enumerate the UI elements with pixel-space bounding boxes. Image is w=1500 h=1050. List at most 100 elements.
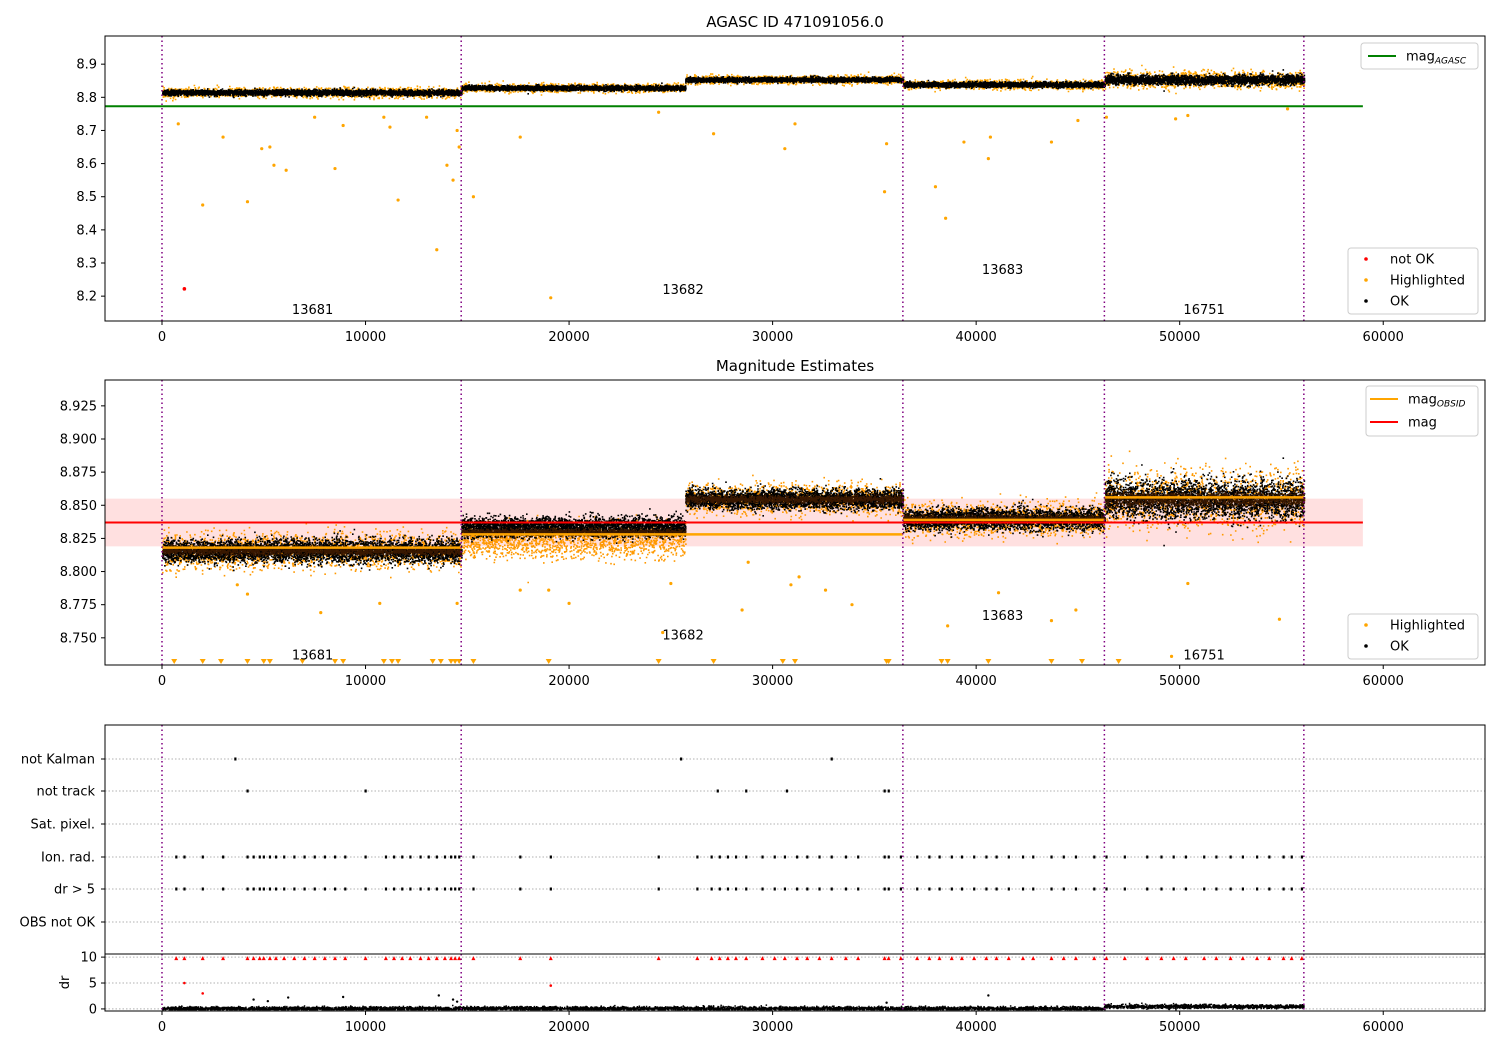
ok-points-core-segment: [685, 491, 905, 509]
highlighted-outlier-point: [661, 630, 665, 635]
flag-event-marker: [1172, 855, 1175, 859]
dr-clipped-marker: [1145, 956, 1150, 961]
flag-event-marker: [960, 887, 964, 891]
dr-clipped-marker: [1202, 956, 1207, 961]
dr-outlier-point: [252, 998, 255, 1001]
dr-clipped-marker: [994, 956, 999, 961]
panel-agasc-magnitude: AGASC ID 471091056.0 13681 13682 13683 16751…: [76, 13, 1486, 345]
highlighted-outlier-point: [1277, 617, 1282, 621]
flag-event-marker: [950, 887, 953, 891]
obsid-label: 13683: [982, 609, 1023, 624]
obsid-label: 13682: [662, 629, 703, 644]
highlighted-outlier-point: [382, 115, 386, 119]
lower-limit-marker: [199, 659, 206, 664]
flag-event-marker: [830, 757, 833, 761]
flag-event-marker: [384, 855, 388, 859]
flag-event-marker: [928, 855, 931, 859]
obsid-label: 13681: [292, 303, 333, 318]
legend-frame: [1347, 247, 1479, 315]
dr-clipped-marker: [322, 956, 327, 961]
dr-clipped-marker: [1289, 956, 1294, 961]
dr-clipped-marker: [795, 956, 800, 961]
flag-event-marker: [1290, 887, 1293, 891]
dr-clipped-marker: [959, 956, 964, 961]
lower-limit-marker: [437, 659, 444, 664]
highlighted-outlier-point: [783, 147, 787, 151]
flag-event-marker: [1203, 887, 1206, 891]
highlighted-outlier-point: [882, 190, 887, 194]
flag-event-marker: [1007, 855, 1010, 859]
dr-clipped-marker: [782, 956, 787, 961]
flag-event-marker: [458, 887, 461, 891]
dr-clipped-marker: [1267, 956, 1272, 961]
dr-outlier-point: [885, 1001, 888, 1004]
dr-clipped-marker: [656, 956, 661, 961]
flag-event-marker: [519, 855, 522, 859]
flag-event-marker: [234, 757, 237, 761]
flag-event-marker: [262, 887, 265, 891]
flag-event-marker: [393, 855, 396, 859]
x-tick-label: 20000: [548, 330, 589, 345]
dr-clipped-marker: [733, 956, 738, 961]
flag-event-marker: [857, 887, 860, 891]
dr-clipped-marker: [426, 956, 431, 961]
flag-event-marker: [1093, 855, 1096, 859]
flag-event-marker: [519, 887, 522, 891]
flag-event-marker: [696, 855, 699, 859]
flag-event-marker: [718, 887, 721, 891]
flag-event-marker: [857, 855, 860, 859]
legend-dot-swatch: [1364, 644, 1368, 648]
flag-event-marker: [1256, 855, 1259, 859]
dr-outlier-point: [987, 994, 990, 997]
highlighted-outlier-point: [445, 163, 449, 167]
flag-event-marker: [1256, 887, 1259, 891]
highlighted-outlier-point: [341, 123, 345, 128]
highlighted-outlier-point: [201, 203, 205, 207]
dr-clipped-marker: [408, 956, 413, 961]
highlighted-outlier-point: [1285, 107, 1290, 111]
dr-clipped-marker: [1228, 956, 1233, 961]
y-tick-label: 8.825: [60, 532, 97, 547]
flag-event-marker: [201, 887, 204, 891]
legend-label: OK: [1390, 640, 1409, 655]
x-tick-label: 50000: [1159, 1020, 1200, 1035]
flag-event-marker: [344, 887, 347, 891]
flag-event-marker: [1021, 887, 1025, 891]
flag-event-marker: [773, 887, 776, 891]
highlighted-outlier-point: [235, 583, 239, 587]
legend-agasc: magAGASC: [1360, 42, 1479, 70]
dr-clipped-marker: [392, 956, 397, 961]
dr-clipped-marker: [343, 956, 348, 961]
ok-points-core-segment: [162, 541, 463, 559]
highlighted-outlier-point: [455, 128, 459, 133]
x-tick-label: 40000: [955, 674, 996, 689]
flag-event-marker: [222, 855, 225, 859]
ok-points-segment: [685, 478, 905, 517]
flag-event-marker: [1007, 887, 1010, 891]
flag-event-marker: [1123, 887, 1126, 891]
dr-outlier-point: [437, 994, 441, 997]
highlighted-outlier-point: [396, 198, 400, 202]
dr-clipped-marker: [174, 956, 179, 961]
dr-clipped-marker: [1214, 956, 1219, 961]
legend-dot-swatch: [1364, 278, 1368, 282]
flag-event-marker: [549, 887, 552, 891]
highlighted-outlier-point: [793, 122, 797, 126]
y-tick-label: 0: [89, 1002, 97, 1017]
lower-limit-marker: [244, 659, 251, 664]
legend-point-status: not OK Highlighted OK: [1347, 247, 1479, 315]
highlighted-outlier-point: [669, 581, 673, 586]
flag-event-marker: [1123, 855, 1126, 859]
lower-limit-marker: [985, 659, 992, 664]
flag-event-marker: [246, 789, 249, 793]
flag-event-marker: [409, 855, 412, 859]
highlighted-outlier-point: [457, 145, 461, 149]
highlighted-outlier-point: [268, 145, 272, 149]
flag-event-marker: [1282, 855, 1285, 859]
highlighted-outlier-point: [988, 135, 992, 139]
legend-label-main: OK: [1390, 295, 1409, 310]
highlighted-points-segment: [1104, 450, 1306, 544]
obsid-label: 13682: [662, 283, 703, 298]
flag-event-marker: [938, 855, 941, 859]
dr-clipped-marker: [182, 956, 187, 961]
